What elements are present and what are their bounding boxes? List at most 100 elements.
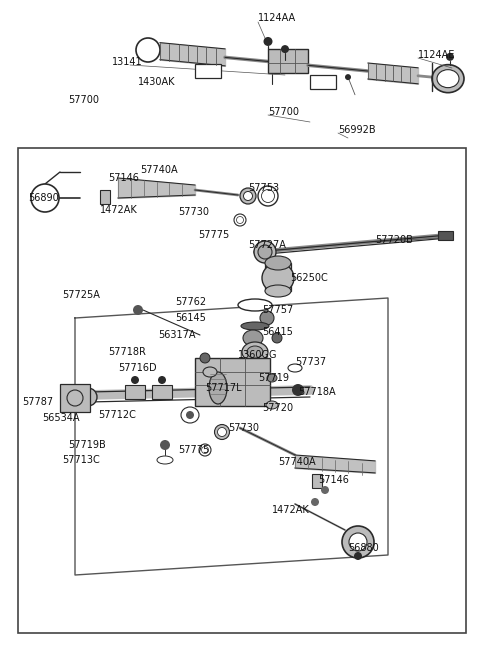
Bar bbox=[18, 148, 466, 633]
Text: 57775: 57775 bbox=[198, 230, 229, 240]
Text: 1124AE: 1124AE bbox=[418, 50, 456, 60]
Text: 57720: 57720 bbox=[262, 403, 293, 413]
Bar bbox=[312, 474, 322, 488]
Ellipse shape bbox=[237, 217, 243, 223]
Text: 57716D: 57716D bbox=[118, 363, 156, 373]
Ellipse shape bbox=[258, 186, 278, 206]
Text: 57719: 57719 bbox=[258, 373, 289, 383]
Ellipse shape bbox=[203, 367, 217, 377]
Ellipse shape bbox=[267, 374, 277, 382]
Circle shape bbox=[446, 53, 454, 61]
Text: 57719B: 57719B bbox=[68, 440, 106, 450]
Circle shape bbox=[272, 333, 282, 343]
Text: 1124AA: 1124AA bbox=[258, 13, 296, 23]
Text: 57730: 57730 bbox=[178, 207, 209, 217]
Bar bbox=[195, 64, 221, 79]
Circle shape bbox=[200, 353, 210, 363]
Text: 56534A: 56534A bbox=[42, 413, 80, 423]
Circle shape bbox=[158, 376, 166, 384]
Circle shape bbox=[345, 74, 351, 80]
Bar bbox=[152, 385, 172, 399]
Ellipse shape bbox=[157, 456, 173, 464]
Text: 57775: 57775 bbox=[178, 445, 209, 455]
Ellipse shape bbox=[262, 263, 294, 293]
Circle shape bbox=[281, 45, 289, 53]
Text: 13141: 13141 bbox=[112, 57, 143, 67]
Ellipse shape bbox=[202, 447, 208, 453]
Ellipse shape bbox=[217, 428, 227, 436]
Text: 56992B: 56992B bbox=[338, 125, 376, 135]
Bar bbox=[438, 231, 453, 240]
Text: 56317A: 56317A bbox=[158, 330, 195, 340]
Text: 57718R: 57718R bbox=[108, 347, 146, 357]
Text: 1472AK: 1472AK bbox=[272, 505, 310, 515]
Text: 57737: 57737 bbox=[295, 357, 326, 367]
Text: 57700: 57700 bbox=[68, 95, 99, 105]
Ellipse shape bbox=[79, 388, 97, 406]
Ellipse shape bbox=[199, 444, 211, 456]
Text: 1472AK: 1472AK bbox=[100, 205, 138, 215]
Text: 57762: 57762 bbox=[175, 297, 206, 307]
Circle shape bbox=[349, 533, 367, 551]
Bar bbox=[100, 190, 110, 204]
Ellipse shape bbox=[67, 390, 83, 406]
Ellipse shape bbox=[260, 311, 274, 325]
Ellipse shape bbox=[254, 241, 276, 263]
Bar bbox=[195, 358, 270, 406]
Ellipse shape bbox=[258, 245, 272, 259]
Ellipse shape bbox=[240, 188, 256, 204]
Circle shape bbox=[136, 38, 160, 62]
Ellipse shape bbox=[181, 407, 199, 423]
Text: 57146: 57146 bbox=[108, 173, 139, 183]
Circle shape bbox=[133, 305, 143, 315]
Ellipse shape bbox=[234, 214, 246, 226]
Bar bbox=[310, 75, 336, 90]
Circle shape bbox=[186, 411, 194, 419]
Text: 57727A: 57727A bbox=[248, 240, 286, 250]
Circle shape bbox=[292, 384, 304, 396]
Ellipse shape bbox=[432, 65, 464, 92]
Ellipse shape bbox=[265, 256, 291, 270]
Bar bbox=[60, 384, 90, 412]
Ellipse shape bbox=[437, 69, 459, 88]
Text: 57753: 57753 bbox=[248, 183, 279, 193]
Text: 57730: 57730 bbox=[228, 423, 259, 433]
Ellipse shape bbox=[238, 299, 272, 311]
Circle shape bbox=[342, 526, 374, 558]
Text: 56880: 56880 bbox=[348, 543, 379, 553]
Text: 57146: 57146 bbox=[318, 475, 349, 485]
Text: 57717L: 57717L bbox=[205, 383, 241, 393]
Circle shape bbox=[264, 37, 273, 46]
Bar bbox=[265, 263, 291, 291]
Text: 57712C: 57712C bbox=[98, 410, 136, 420]
Ellipse shape bbox=[241, 322, 269, 330]
Text: 57713C: 57713C bbox=[62, 455, 100, 465]
Bar bbox=[125, 385, 145, 399]
Text: 57700: 57700 bbox=[268, 107, 299, 117]
Text: 57740A: 57740A bbox=[140, 165, 178, 175]
Ellipse shape bbox=[209, 372, 227, 404]
Ellipse shape bbox=[247, 346, 263, 358]
Circle shape bbox=[131, 376, 139, 384]
Text: 56145: 56145 bbox=[175, 313, 206, 323]
Text: 56890: 56890 bbox=[28, 193, 59, 203]
Ellipse shape bbox=[243, 191, 252, 200]
Circle shape bbox=[31, 184, 59, 212]
Circle shape bbox=[311, 498, 319, 506]
Circle shape bbox=[160, 440, 170, 450]
Ellipse shape bbox=[242, 342, 268, 362]
Circle shape bbox=[272, 333, 282, 343]
Text: 1360GG: 1360GG bbox=[238, 350, 277, 360]
Ellipse shape bbox=[288, 364, 302, 372]
Ellipse shape bbox=[265, 285, 291, 297]
Circle shape bbox=[354, 552, 362, 560]
Bar bbox=[268, 50, 308, 73]
Ellipse shape bbox=[215, 424, 229, 440]
Ellipse shape bbox=[266, 401, 278, 409]
Circle shape bbox=[321, 486, 329, 494]
Ellipse shape bbox=[243, 330, 263, 346]
Text: 56250C: 56250C bbox=[290, 273, 328, 283]
Text: 57720B: 57720B bbox=[375, 235, 413, 245]
Text: 57740A: 57740A bbox=[278, 457, 316, 467]
Text: 57787: 57787 bbox=[22, 397, 53, 407]
